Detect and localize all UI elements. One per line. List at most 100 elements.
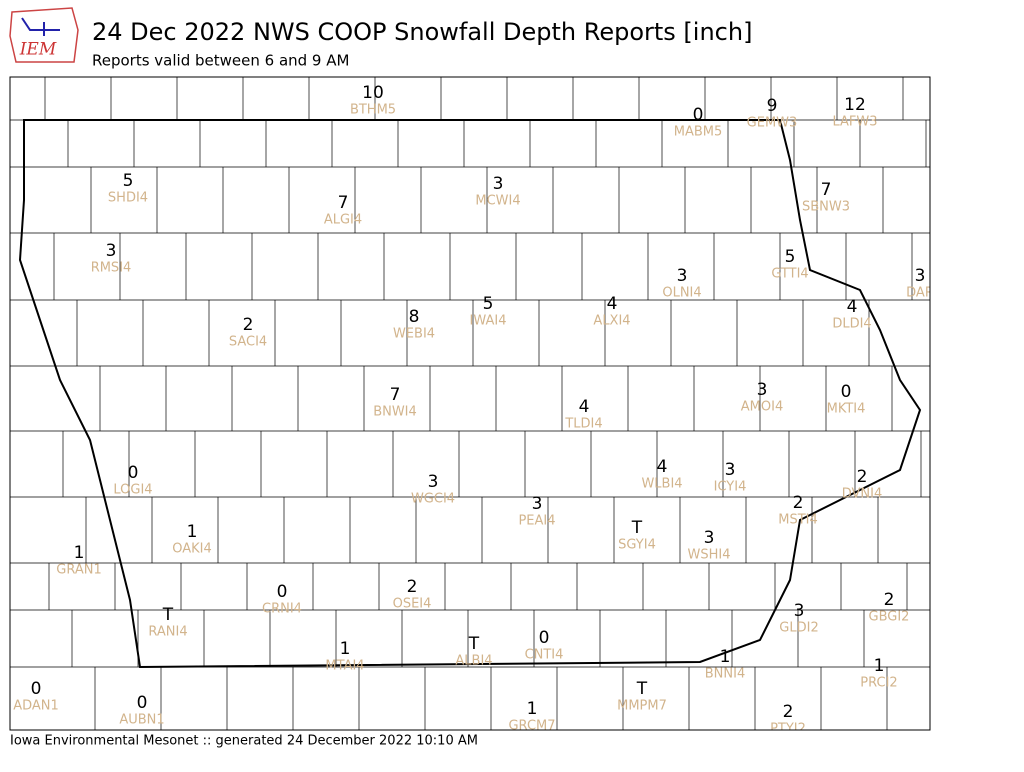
station-value: 2	[857, 467, 868, 487]
station-value: 5	[785, 247, 796, 267]
station-value: 2	[884, 590, 895, 610]
station-id: SBNW3	[802, 200, 850, 215]
station-value: 12	[844, 95, 866, 115]
station-value: 3	[532, 494, 543, 514]
station-value: 3	[915, 266, 926, 286]
station-id: RMSI4	[91, 261, 132, 276]
station-id: GBGI2	[869, 610, 910, 625]
logo-text: IEM	[19, 40, 57, 60]
station-id: MMPM7	[617, 699, 667, 714]
station-id: DVNI4	[842, 487, 883, 502]
station-id: GEMW3	[747, 116, 798, 131]
station-id: GRCM7	[508, 719, 555, 734]
station-value: 1	[527, 699, 538, 719]
station-value: 2	[407, 577, 418, 597]
station-value: 1	[187, 522, 198, 542]
station-id: LAFW3	[832, 115, 877, 130]
station-id: MABM5	[674, 125, 723, 140]
station-id: DLDI4	[832, 317, 871, 332]
station-value: T	[636, 679, 648, 699]
station-id: GTTI4	[771, 267, 808, 282]
station-value: 3	[794, 601, 805, 621]
station-value: 0	[539, 628, 550, 648]
station-value: 8	[409, 307, 420, 327]
station-id: LOGI4	[113, 483, 152, 498]
footer: Iowa Environmental Mesonet :: generated …	[10, 734, 478, 749]
station-value: 4	[657, 457, 668, 477]
station-value: 2	[783, 702, 794, 722]
station-value: 0	[137, 693, 148, 713]
station-value: 3	[704, 528, 715, 548]
county-lines	[10, 77, 930, 730]
station-id: BTHM5	[350, 103, 396, 118]
station-id: DAR	[906, 286, 934, 301]
station-id: MSTI4	[778, 513, 818, 528]
station-value: 3	[757, 380, 768, 400]
title: 24 Dec 2022 NWS COOP Snowfall Depth Repo…	[92, 18, 752, 46]
station-id: WEBI4	[393, 327, 435, 342]
station-id: RANI4	[148, 625, 187, 640]
station-id: PTYI2	[770, 722, 806, 737]
station-value: 1	[720, 647, 731, 667]
station-value: 4	[579, 397, 590, 417]
station-value: 7	[390, 385, 401, 405]
station-id: AMOI4	[741, 400, 783, 415]
station-id: CRNI4	[262, 602, 302, 617]
station-value: 5	[123, 171, 134, 191]
station-id: MKTI4	[827, 402, 866, 417]
station-value: 4	[847, 297, 858, 317]
station-value: 4	[607, 294, 618, 314]
station-id: WSHI4	[688, 548, 731, 563]
station-value: 0	[31, 679, 42, 699]
station-value: 3	[725, 460, 736, 480]
station-id: SHDI4	[108, 191, 148, 206]
station-value: 3	[106, 241, 117, 261]
station-id: ICYI4	[714, 480, 747, 495]
station-id: WLBI4	[641, 477, 682, 492]
station-id: ALXI4	[593, 314, 630, 329]
station-value: 2	[243, 315, 254, 335]
logo-icon	[21, 17, 60, 36]
station-value: 3	[677, 266, 688, 286]
station-id: ALGI4	[324, 213, 362, 228]
station-value: T	[631, 518, 643, 538]
station-id: WGCI4	[411, 492, 455, 507]
station-id: BNWI4	[373, 405, 417, 420]
station-id: OSEI4	[393, 597, 432, 612]
station-id: ALBI4	[455, 654, 492, 669]
station-value: 3	[493, 174, 504, 194]
station-value: 0	[128, 463, 139, 483]
station-id: PRCI2	[860, 676, 897, 691]
